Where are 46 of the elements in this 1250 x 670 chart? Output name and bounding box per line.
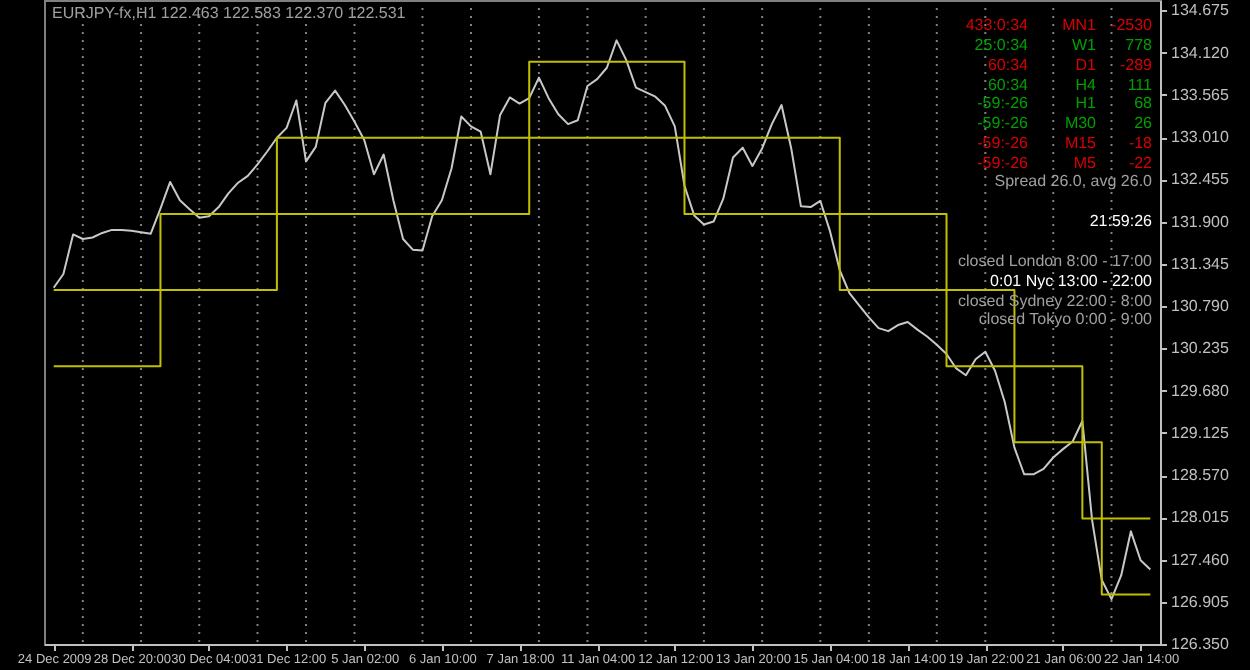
y-tick-label: 133.010 xyxy=(1171,128,1230,147)
annotation: closed London 8:00 - 17:00 xyxy=(958,252,1154,270)
y-tick-label: 129.680 xyxy=(1171,381,1230,400)
y-tick-label: 131.900 xyxy=(1171,212,1230,231)
annotation: 68 xyxy=(1134,94,1154,112)
y-tick-label: 127.460 xyxy=(1171,550,1230,569)
annotation: 60:34 xyxy=(987,76,1030,94)
annotation: 25:0:34 xyxy=(974,36,1030,54)
annotation: MN1 xyxy=(1062,16,1098,34)
annotation: 778 xyxy=(1125,36,1154,54)
annotation: -59:-26 xyxy=(977,94,1030,112)
annotation: 0:01 Nyc 13:00 - 22:00 xyxy=(990,272,1154,290)
annotation: H1 xyxy=(1075,94,1098,112)
y-tick-label: 131.345 xyxy=(1171,254,1230,273)
y-tick-label: 130.235 xyxy=(1171,339,1230,358)
annotation: -22 xyxy=(1128,154,1154,172)
annotation: M15 xyxy=(1064,134,1098,152)
y-tick-label: 134.675 xyxy=(1171,1,1230,20)
annotation: M5 xyxy=(1073,154,1098,172)
annotation: 21:59:26 xyxy=(1089,212,1154,230)
annotation: 111 xyxy=(1127,76,1154,94)
y-tick-label: 126.905 xyxy=(1171,592,1230,611)
annotation: -59:-26 xyxy=(977,154,1030,172)
annotation: -289 xyxy=(1119,56,1154,74)
y-tick-label: 128.570 xyxy=(1171,466,1230,485)
y-tick-label: 128.015 xyxy=(1171,508,1230,527)
y-tick-label: 129.125 xyxy=(1171,423,1230,442)
y-tick-label: 132.455 xyxy=(1171,170,1230,189)
annotation: 26 xyxy=(1134,114,1154,132)
y-tick-label: 130.790 xyxy=(1171,297,1230,316)
annotation: 60:34 xyxy=(987,56,1030,74)
annotation: W1 xyxy=(1072,36,1098,54)
annotation: D1 xyxy=(1075,56,1098,74)
annotation: -59:-26 xyxy=(977,134,1030,152)
annotation: M30 xyxy=(1064,114,1098,132)
annotation: -59:-26 xyxy=(977,114,1030,132)
y-tick-label: 126.350 xyxy=(1171,635,1230,653)
annotation: Spread 26.0, avg 26.0 xyxy=(994,172,1154,190)
line-series xyxy=(52,39,1152,601)
annotation: H4 xyxy=(1075,76,1098,94)
annotation: 433:0:34 xyxy=(965,16,1030,34)
chart-title: EURJPY-fx,H1 122.463 122.583 122.370 122.531 xyxy=(52,4,407,22)
y-tick-label: 134.120 xyxy=(1171,43,1230,62)
annotation: -2530 xyxy=(1111,16,1154,34)
annotation: -18 xyxy=(1128,134,1154,152)
y-tick-label: 133.565 xyxy=(1171,85,1230,104)
